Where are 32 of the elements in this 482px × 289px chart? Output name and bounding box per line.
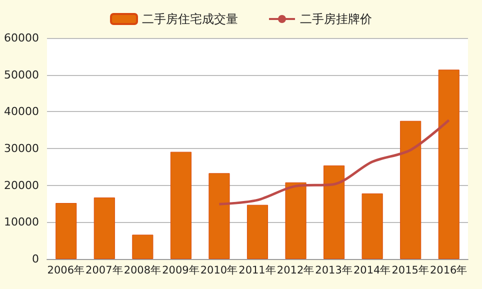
bar bbox=[246, 204, 268, 259]
bar bbox=[208, 173, 230, 259]
y-tick-label: 50000 bbox=[4, 68, 39, 82]
y-tick-label: 20000 bbox=[4, 178, 39, 192]
x-tick-label: 2013年 bbox=[315, 264, 353, 276]
line-series bbox=[218, 118, 450, 206]
x-tick-label: 2015年 bbox=[392, 264, 430, 276]
x-tick-label: 2012年 bbox=[276, 264, 315, 276]
bar bbox=[56, 203, 77, 259]
y-tick-label: 0 bbox=[32, 252, 39, 266]
legend-label: 二手房挂牌价 bbox=[300, 12, 372, 26]
bar bbox=[400, 120, 422, 259]
bar bbox=[132, 234, 154, 259]
bar bbox=[170, 152, 192, 259]
x-tick-label: 2011年 bbox=[238, 264, 276, 276]
legend-label: 二手房住宅成交量 bbox=[142, 12, 238, 26]
y-tick-label: 10000 bbox=[4, 216, 39, 229]
x-tick-label: 2007年 bbox=[86, 264, 124, 276]
x-tick-label: 2009年 bbox=[162, 264, 200, 276]
y-tick-label: 60000 bbox=[4, 32, 39, 44]
x-tick-label: 2016年 bbox=[430, 264, 468, 276]
bar bbox=[285, 182, 306, 259]
x-tick-label: 2006年 bbox=[47, 264, 86, 276]
x-tick-label: 2014年 bbox=[353, 264, 392, 276]
bar bbox=[94, 197, 115, 259]
y-tick-label: 30000 bbox=[4, 142, 39, 155]
bar bbox=[324, 165, 345, 259]
bar bbox=[438, 70, 460, 259]
y-tick-label: 40000 bbox=[4, 105, 39, 118]
x-tick-label: 2010年 bbox=[200, 264, 238, 276]
x-tick-label: 2008年 bbox=[124, 264, 162, 276]
bar bbox=[362, 193, 383, 259]
